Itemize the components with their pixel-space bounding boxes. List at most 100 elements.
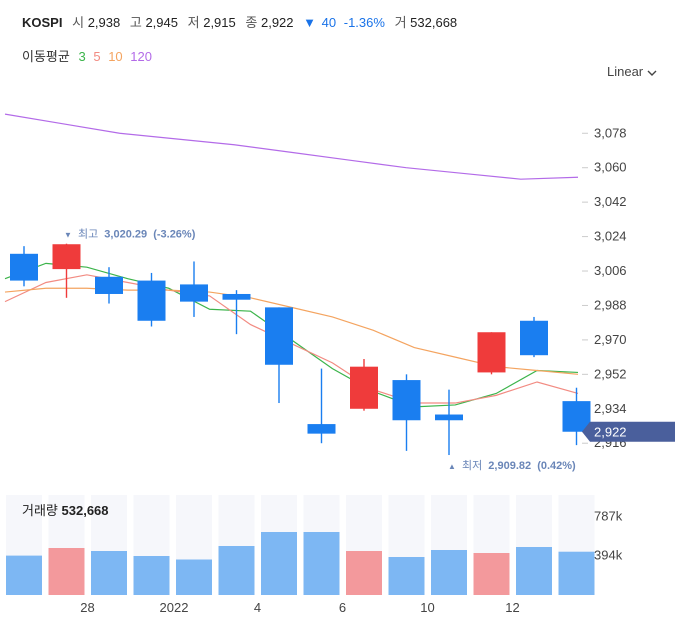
volume-bar[interactable] [6,555,42,595]
candle[interactable] [477,332,506,375]
candle[interactable] [222,290,251,335]
volume-title-label: 거래량 [22,503,58,518]
chevron-down-icon [647,70,657,76]
scale-selector[interactable]: Linear [607,64,657,79]
volume-bar[interactable] [261,532,297,595]
open-value: 2,938 [87,15,121,30]
candle[interactable] [52,243,81,298]
change-arrow-icon: ▼ [303,15,317,30]
candle[interactable] [180,261,208,317]
volume-bar[interactable] [303,532,340,595]
y-tick-label: 2,970 [594,332,627,347]
y-tick-label: 2,952 [594,366,627,381]
change-percent: -1.36% [343,15,385,30]
volume-bar[interactable] [346,551,382,595]
volume-label: 거 [394,15,407,30]
price-header: KOSPI 시 2,938 고 2,945 저 2,915 종 2,922 ▼ … [22,12,463,31]
candle[interactable] [307,368,336,444]
moving-average-legend: 이동평균 3 5 10 120 [22,46,156,65]
volume-bar[interactable] [516,547,552,595]
low-arrow-icon: ▲ [448,462,456,471]
volume-tick-label: 787k [594,508,623,523]
high-annotation: ▼ 최고 3,020.29 (-3.26%) [64,228,196,241]
ma-legend-5[interactable]: 5 [93,49,101,64]
candle-body [350,366,378,409]
ma-legend-10[interactable]: 10 [108,49,123,64]
candle-body [307,424,336,434]
high-arrow-icon: ▼ [64,231,72,240]
volume-bar[interactable] [388,557,425,595]
y-tick-label: 3,006 [594,263,627,278]
candle-body [10,253,38,281]
candle[interactable] [435,389,463,456]
x-tick-label: 28 [80,600,94,615]
ma-legend-3[interactable]: 3 [78,49,86,64]
candle-body [52,244,81,270]
volume-value: 532,668 [410,15,458,30]
close-label: 종 [245,15,258,30]
x-tick-label: 12 [505,600,519,615]
low-value: 2,915 [203,15,236,30]
y-tick-label: 3,024 [594,229,627,244]
volume-bar[interactable] [558,551,595,595]
close-value: 2,922 [260,15,294,30]
ma-legend-120[interactable]: 120 [130,49,152,64]
change-value: 40 [321,15,337,30]
candle-body [392,380,421,421]
y-tick-label: 3,060 [594,160,627,175]
x-tick-label: 6 [339,600,346,615]
volume-bar[interactable] [48,548,85,595]
candle-body [137,280,166,321]
candle-body [95,276,123,294]
volume-bar[interactable] [133,556,170,595]
y-tick-label: 3,042 [594,194,627,209]
candle-body [562,401,591,432]
y-tick-label: 3,078 [594,125,627,140]
candle[interactable] [95,267,123,304]
candle[interactable] [350,359,378,411]
candle-body [180,284,208,302]
open-label: 시 [72,15,85,30]
last-price-tag: 2,922 [582,421,675,442]
ma-legend-title: 이동평균 [22,49,70,64]
high-annotation-pct: (-3.26%) [153,229,196,241]
low-annotation: ▲ 최저 2,909.82 (0.42%) [448,459,576,472]
y-tick-label: 2,934 [594,401,627,416]
x-tick-label: 4 [254,600,261,615]
volume-bar[interactable] [473,553,510,595]
candle[interactable] [10,246,38,287]
ma-line-120 [4,113,579,180]
high-value: 2,945 [145,15,178,30]
volume-bar[interactable] [218,546,255,595]
volume-bar[interactable] [91,551,127,595]
candle[interactable] [520,316,548,358]
candle-body [222,293,251,300]
scale-selector-label: Linear [607,64,644,79]
candle-body [435,414,463,421]
last-price-value: 2,922 [594,425,627,440]
candle-body [477,332,506,373]
volume-bar[interactable] [176,559,212,596]
low-annotation-pct: (0.42%) [537,460,576,472]
x-tick-label: 10 [420,600,434,615]
candle[interactable] [265,307,293,404]
volume-title: 거래량 532,668 [22,500,109,519]
candle[interactable] [137,272,166,327]
high-annotation-value: 3,020.29 [104,229,147,241]
candle-body [265,307,293,365]
index-code: KOSPI [22,15,63,30]
candle[interactable] [562,387,591,446]
x-tick-label: 2022 [160,600,189,615]
high-annotation-label: 최고 [78,228,98,241]
low-label: 저 [187,15,200,30]
high-label: 고 [129,15,142,30]
low-annotation-value: 2,909.82 [488,460,531,472]
candle[interactable] [392,374,421,451]
y-tick-label: 2,988 [594,297,627,312]
volume-bar[interactable] [431,550,467,595]
candle-body [520,320,548,356]
volume-title-value: 532,668 [61,503,109,518]
volume-tick-label: 394k [594,548,623,563]
low-annotation-label: 최저 [462,459,482,472]
